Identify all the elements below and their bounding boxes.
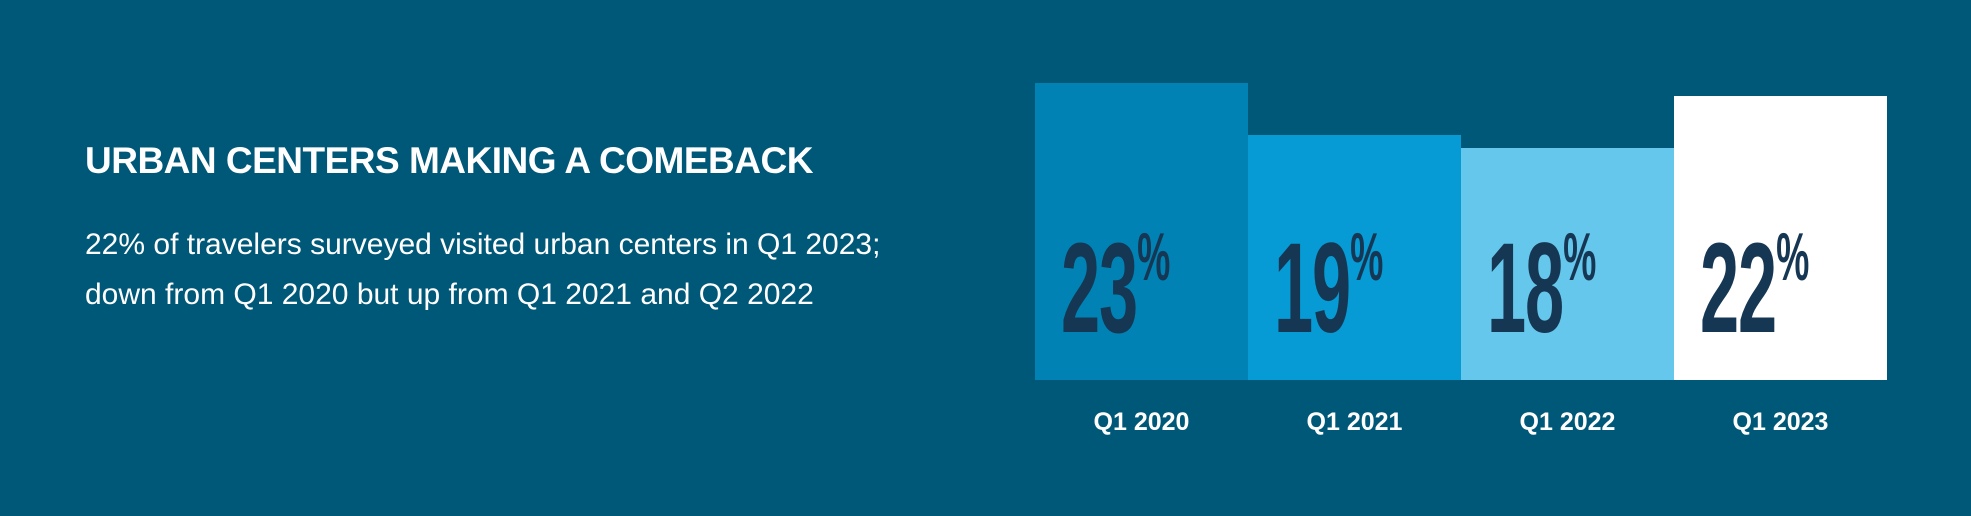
bar-q1-2020 (1035, 83, 1248, 380)
chart-description: 22% of travelers surveyed visited urban … (85, 228, 881, 311)
chart-title: URBAN CENTERS MAKING A COMEBACK (85, 140, 813, 181)
category-label: Q1 2021 (1306, 408, 1403, 436)
category-label: Q1 2020 (1093, 408, 1190, 436)
category-label: Q1 2022 (1519, 408, 1616, 436)
data-label-unit: % (1137, 219, 1170, 295)
category-label: Q1 2023 (1732, 408, 1829, 436)
data-label-unit: % (1350, 219, 1383, 295)
data-label: 23% (1061, 223, 1170, 353)
data-label-value: 23 (1061, 217, 1138, 360)
data-label-value: 18 (1487, 217, 1564, 360)
bar-q1-2023 (1674, 96, 1887, 380)
data-label-value: 19 (1274, 217, 1351, 360)
data-label: 18% (1487, 223, 1596, 353)
bar-q1-2021 (1248, 134, 1461, 380)
data-label: 22% (1700, 223, 1809, 353)
bar-q1-2022 (1461, 147, 1674, 380)
data-label-unit: % (1776, 219, 1809, 295)
data-label-unit: % (1563, 219, 1596, 295)
data-label: 19% (1274, 223, 1383, 353)
data-label-value: 22 (1700, 217, 1777, 360)
